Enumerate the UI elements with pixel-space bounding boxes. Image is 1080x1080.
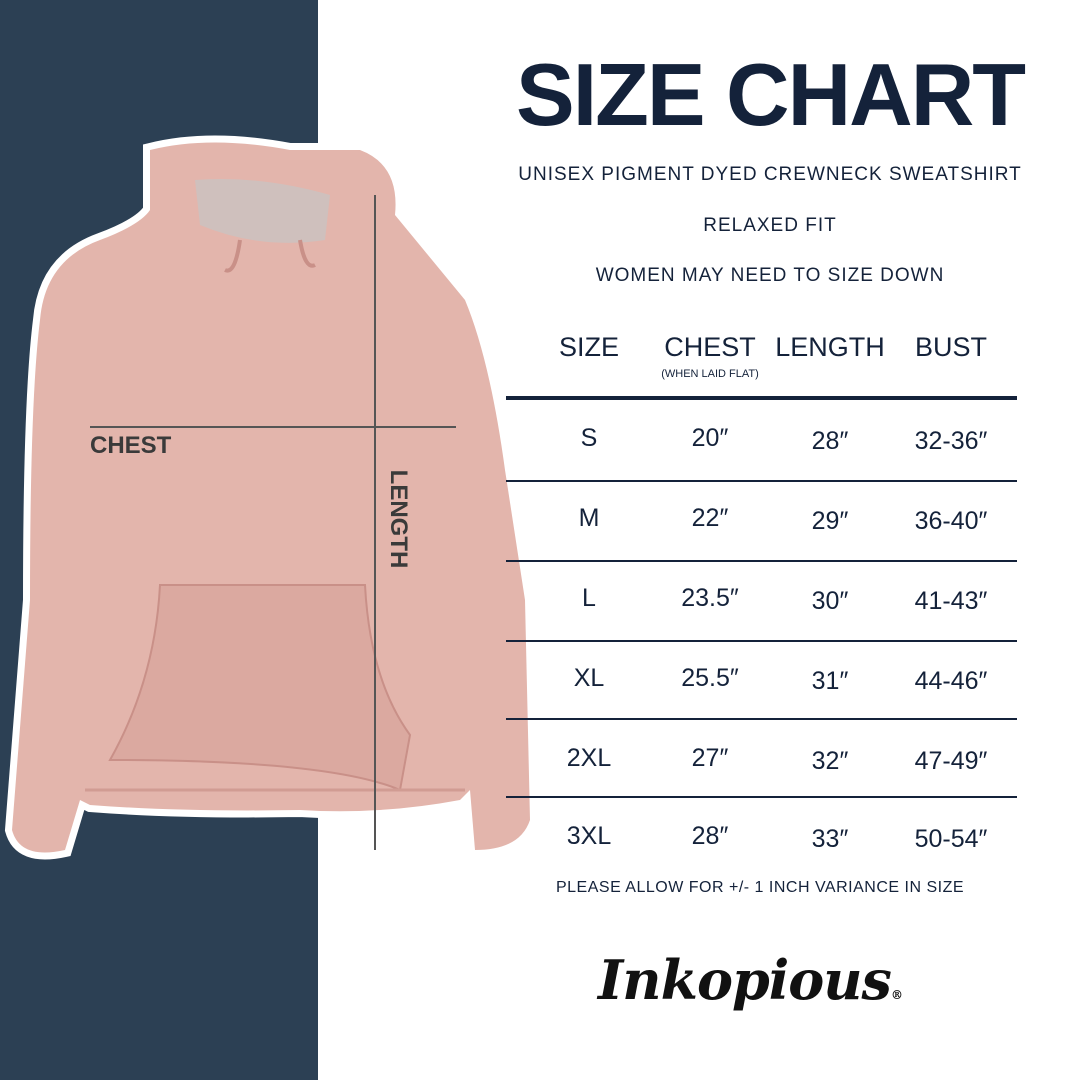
chest-label: CHEST — [90, 432, 172, 459]
chest-note: (WHEN LAID FLAT) — [661, 368, 759, 380]
cell-bust: 36-40″ — [914, 507, 988, 535]
header-chest: CHEST — [664, 332, 756, 362]
variance-footnote: PLEASE ALLOW FOR +/- 1 INCH VARIANCE IN … — [555, 879, 965, 896]
row-divider — [506, 796, 1017, 798]
product-subtitle: UNISEX PIGMENT DYED CREWNECK SWEATSHIRT — [518, 164, 1022, 185]
fit-note: RELAXED FIT — [703, 215, 837, 236]
cell-bust: 50-54″ — [914, 825, 988, 853]
sizing-advice: WOMEN MAY NEED TO SIZE DOWN — [595, 265, 945, 286]
length-label: LENGTH — [385, 469, 412, 569]
cell-bust: 41-43″ — [914, 587, 988, 615]
cell-length: 29″ — [811, 507, 849, 535]
cell-bust: 32-36″ — [914, 427, 988, 455]
brand-logo: Inkopious® — [580, 945, 920, 1030]
registered-mark: ® — [890, 988, 903, 1002]
header-bust: BUST — [914, 332, 987, 362]
row-divider — [506, 480, 1017, 482]
cell-chest: 23.5″ — [681, 584, 739, 612]
cell-size: XL — [573, 664, 605, 692]
header-length: LENGTH — [775, 332, 885, 362]
page-title: SIZE CHART — [516, 45, 1026, 144]
row-divider — [506, 718, 1017, 720]
cell-chest: 27″ — [691, 744, 729, 772]
cell-chest: 20″ — [691, 424, 729, 452]
header-divider — [506, 396, 1017, 400]
cell-chest: 25.5″ — [681, 664, 739, 692]
cell-chest: 28″ — [691, 822, 729, 850]
cell-length: 33″ — [811, 825, 849, 853]
cell-length: 32″ — [811, 747, 849, 775]
cell-bust: 44-46″ — [914, 667, 988, 695]
cell-size: 2XL — [566, 744, 612, 772]
cell-size: L — [582, 584, 596, 612]
cell-length: 28″ — [811, 427, 849, 455]
row-divider — [506, 560, 1017, 562]
hoodie-outline — [4, 135, 538, 860]
hoodie-image — [4, 135, 538, 860]
cell-chest: 22″ — [691, 504, 729, 532]
cell-bust: 47-49″ — [914, 747, 988, 775]
cell-size: M — [578, 504, 600, 532]
cell-size: 3XL — [566, 822, 612, 850]
header-size: SIZE — [558, 332, 619, 362]
cell-length: 31″ — [811, 667, 849, 695]
cell-length: 30″ — [811, 587, 849, 615]
brand-logo-text: Inkopious — [598, 948, 892, 1012]
row-divider — [506, 640, 1017, 642]
cell-size: S — [580, 424, 598, 452]
